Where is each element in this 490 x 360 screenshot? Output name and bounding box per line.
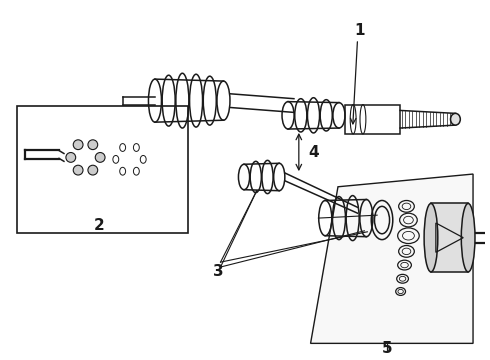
Circle shape bbox=[73, 140, 83, 150]
Ellipse shape bbox=[461, 203, 475, 272]
Text: 4: 4 bbox=[309, 144, 319, 159]
Circle shape bbox=[88, 140, 98, 150]
Circle shape bbox=[73, 165, 83, 175]
Ellipse shape bbox=[450, 113, 460, 125]
Bar bbox=[431, 203, 468, 272]
Text: 1: 1 bbox=[354, 23, 365, 38]
Circle shape bbox=[66, 153, 75, 162]
Text: 3: 3 bbox=[213, 265, 224, 279]
Text: 2: 2 bbox=[94, 219, 104, 233]
Circle shape bbox=[95, 153, 105, 162]
Circle shape bbox=[88, 165, 98, 175]
Polygon shape bbox=[311, 174, 473, 343]
Bar bbox=[17, 105, 188, 233]
Bar bbox=[345, 104, 400, 134]
Text: 5: 5 bbox=[382, 341, 392, 356]
Ellipse shape bbox=[424, 203, 438, 272]
